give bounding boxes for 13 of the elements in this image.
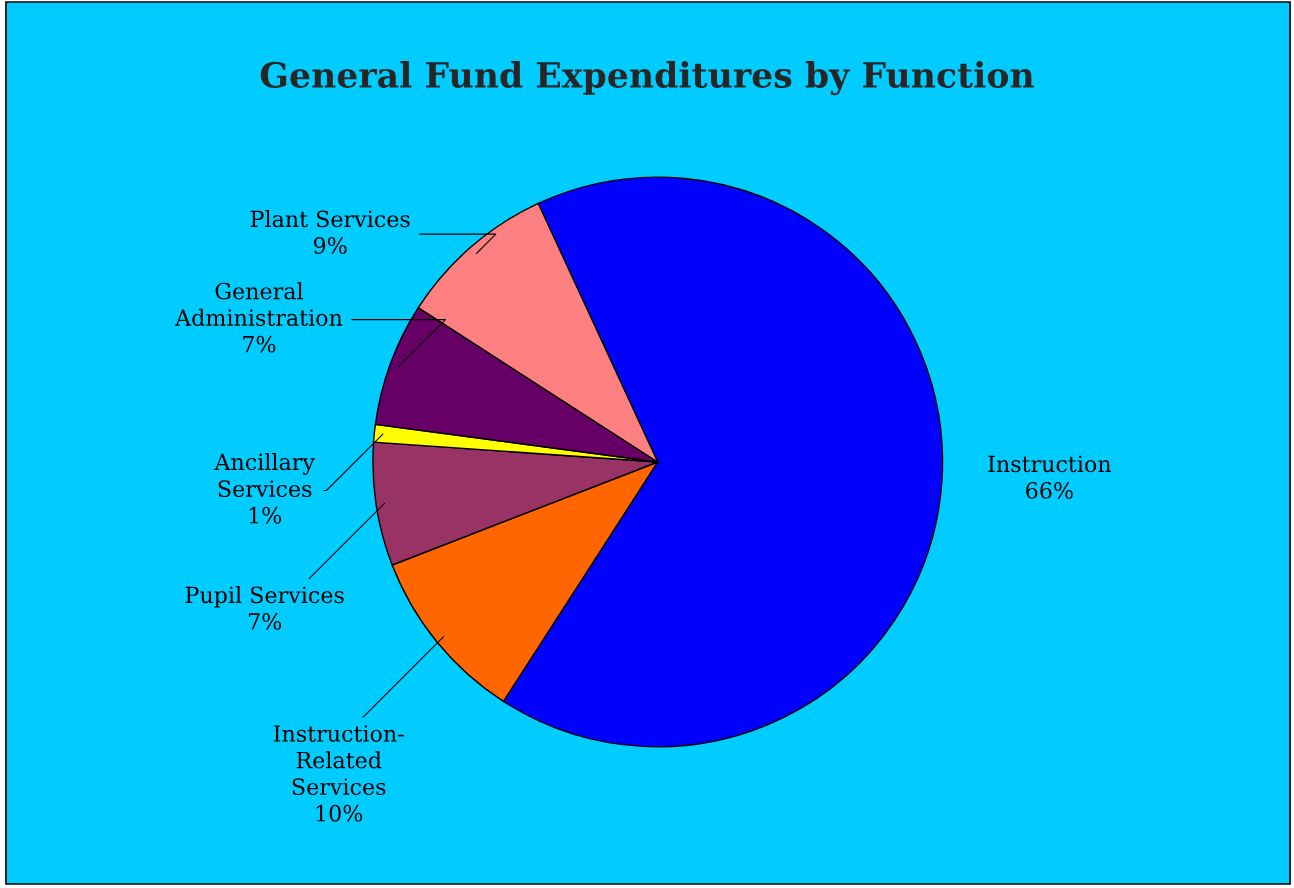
data-label: 10%	[316, 804, 363, 822]
slice-label: Instruction- Related Services	[273, 725, 404, 796]
data-label: 9%	[313, 237, 347, 254]
slice-label: General Administration	[174, 282, 343, 327]
data-label: 66%	[1026, 482, 1073, 499]
slice-label: Ancillary Services	[214, 453, 315, 498]
chart-title: General Fund Expenditures by Function	[260, 61, 1034, 96]
data-label: 1%	[249, 506, 282, 524]
slice-label: Plant Services	[250, 210, 410, 228]
slice-label: Pupil Services	[185, 586, 344, 608]
data-label: 7%	[243, 335, 276, 353]
data-label: 7%	[248, 613, 282, 630]
slice-label: Instruction	[988, 455, 1112, 473]
